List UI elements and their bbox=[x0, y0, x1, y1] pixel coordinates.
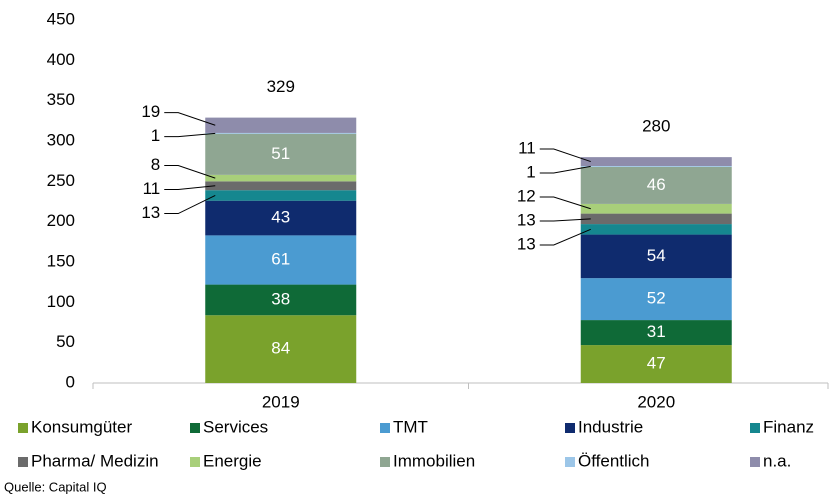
legend-label: TMT bbox=[393, 417, 428, 436]
y-tick-label: 450 bbox=[47, 9, 75, 28]
bar-segment bbox=[205, 315, 357, 383]
data-label: 11 bbox=[143, 179, 161, 198]
legend-swatch bbox=[380, 423, 390, 433]
x-tick-label: 2020 bbox=[637, 392, 675, 411]
bar-segment bbox=[580, 278, 732, 321]
bar-segment bbox=[205, 132, 357, 134]
bar-segment bbox=[580, 157, 732, 167]
legend-swatch bbox=[190, 457, 200, 467]
leader-line bbox=[164, 195, 216, 215]
bar-segment bbox=[580, 234, 732, 279]
y-tick-label: 200 bbox=[47, 211, 75, 230]
bar-segment bbox=[205, 200, 357, 236]
y-tick-label: 100 bbox=[47, 292, 75, 311]
legend-label: Services bbox=[203, 417, 268, 436]
data-label: 47 bbox=[647, 354, 666, 373]
bar-segment bbox=[580, 166, 732, 204]
data-label: 11 bbox=[518, 138, 536, 157]
legend-label: Pharma/ Medizin bbox=[31, 451, 159, 470]
leader-line bbox=[164, 165, 216, 179]
leader-line bbox=[164, 185, 216, 191]
y-tick-label: 50 bbox=[56, 332, 75, 351]
legend-label: Industrie bbox=[578, 417, 643, 436]
y-tick-label: 0 bbox=[66, 372, 75, 391]
data-label: 1 bbox=[526, 162, 535, 181]
bar-segment bbox=[580, 224, 732, 235]
data-label: 13 bbox=[517, 234, 536, 253]
data-label: 19 bbox=[141, 102, 160, 121]
data-label: 31 bbox=[647, 322, 666, 341]
bar-segment bbox=[205, 190, 357, 201]
leader-line bbox=[539, 218, 591, 222]
bar-segment bbox=[205, 133, 357, 175]
y-tick-label: 300 bbox=[47, 130, 75, 149]
legend-swatch bbox=[750, 423, 760, 433]
total-label: 329 bbox=[267, 77, 295, 96]
bar-segment bbox=[580, 213, 732, 225]
y-tick-label: 150 bbox=[47, 251, 75, 270]
data-label: 13 bbox=[141, 203, 160, 222]
legend-label: n.a. bbox=[763, 451, 791, 470]
bar-segment bbox=[205, 174, 357, 182]
data-label: 54 bbox=[647, 246, 666, 265]
legend-label: Konsumgüter bbox=[31, 417, 132, 436]
legend-swatch bbox=[565, 457, 575, 467]
bar-segment bbox=[580, 166, 732, 167]
data-label: 8 bbox=[151, 155, 160, 174]
bar-segment bbox=[580, 203, 732, 214]
data-label: 43 bbox=[271, 208, 290, 227]
data-label: 52 bbox=[647, 289, 666, 308]
source-note: Quelle: Capital IQ bbox=[4, 479, 107, 494]
legend-label: Finanz bbox=[763, 417, 814, 436]
leader-line bbox=[539, 148, 591, 163]
bar-segment bbox=[580, 345, 732, 383]
legend-swatch bbox=[18, 457, 28, 467]
legend-swatch bbox=[565, 423, 575, 433]
legend-swatch bbox=[750, 457, 760, 467]
bar-segment bbox=[580, 320, 732, 346]
data-label: 13 bbox=[517, 210, 536, 229]
bar-segment bbox=[205, 181, 357, 191]
data-label: 1 bbox=[151, 126, 160, 145]
legend-swatch bbox=[18, 423, 28, 433]
data-label: 46 bbox=[647, 175, 666, 194]
legend-label: Immobilien bbox=[393, 451, 475, 470]
data-label: 38 bbox=[271, 289, 290, 308]
legend-label: Öffentlich bbox=[578, 451, 650, 470]
leader-line bbox=[539, 228, 591, 246]
y-tick-label: 400 bbox=[47, 50, 75, 69]
legend-swatch bbox=[380, 457, 390, 467]
y-tick-label: 350 bbox=[47, 90, 75, 109]
y-tick-label: 250 bbox=[47, 171, 75, 190]
leader-line bbox=[539, 196, 591, 210]
leader-line bbox=[164, 112, 216, 126]
legend-label: Energie bbox=[203, 451, 262, 470]
legend-swatch bbox=[190, 423, 200, 433]
leader-line bbox=[539, 165, 591, 174]
data-label: 12 bbox=[517, 186, 536, 205]
bar-segment bbox=[205, 284, 357, 316]
data-label: 61 bbox=[271, 249, 290, 268]
data-label: 84 bbox=[271, 339, 290, 358]
data-label: 51 bbox=[271, 144, 290, 163]
leader-line bbox=[164, 132, 216, 138]
total-label: 280 bbox=[642, 117, 670, 136]
bar-segment bbox=[205, 117, 357, 133]
x-tick-label: 2019 bbox=[262, 392, 300, 411]
bar-segment bbox=[205, 235, 357, 285]
